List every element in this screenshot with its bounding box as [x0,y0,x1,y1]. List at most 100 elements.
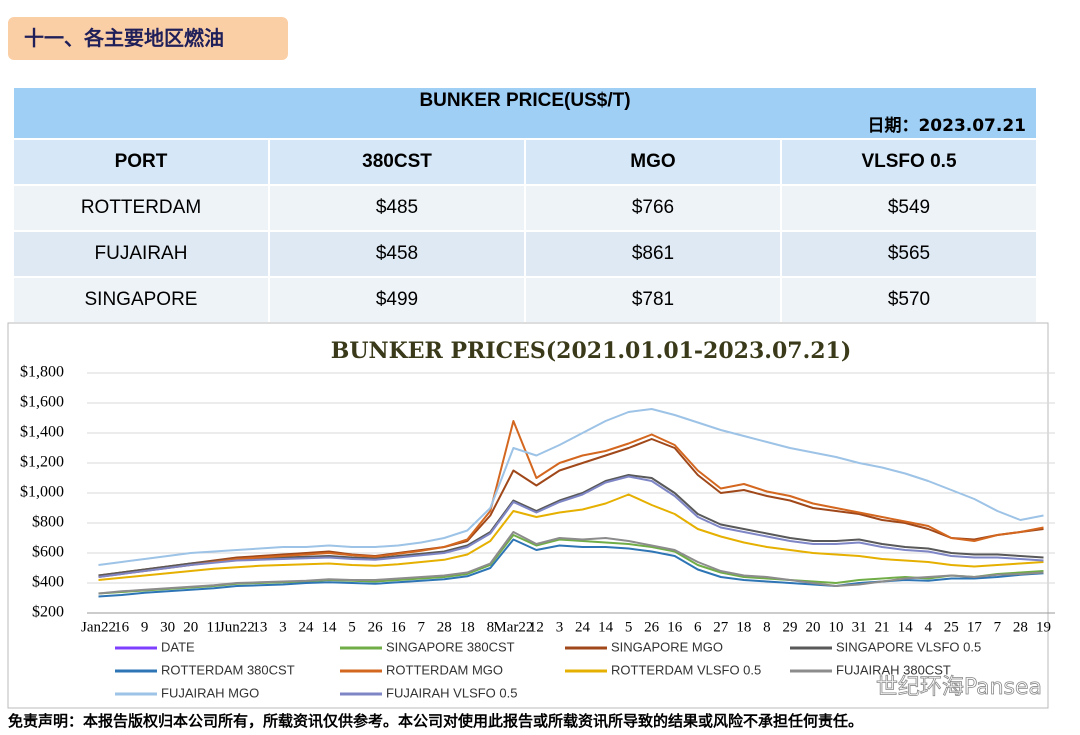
legend-label: FUJAIRAH 380CST [836,662,951,677]
x-tick-label: 26 [368,619,384,635]
x-tick-label: 28 [437,619,452,635]
table-row: ROTTERDAM $485 $766 $549 [12,184,1038,232]
x-tick-label: 4 [924,619,932,635]
series-line [98,534,1044,595]
x-tick-label: 26 [644,619,660,635]
x-tick-label: 7 [417,619,425,635]
x-tick-label: 5 [348,619,356,635]
y-tick-label: $1,600 [20,394,64,411]
x-tick-label: 24 [575,619,591,635]
x-tick-label: 17 [967,619,983,635]
series-line [98,420,1044,578]
chart-title: BUNKER PRICES(2021.01.01-2023.07.21) [331,338,852,364]
legend-label: FUJAIRAH MGO [161,685,259,700]
x-tick-label: 18 [736,619,751,635]
legend-label: ROTTERDAM VLSFO 0.5 [611,662,761,677]
table-cell: $458 [268,230,526,278]
x-tick-label: 19 [1036,619,1051,635]
series-line [98,475,1044,578]
y-tick-label: $1,200 [20,454,64,471]
legend-label: FUJAIRAH VLSFO 0.5 [386,685,517,700]
legend-label: SINGAPORE 380CST [386,639,515,654]
x-tick-label: 8 [487,619,495,635]
section-header: 十一、各主要地区燃油 [8,17,288,60]
x-tick-label: 5 [625,619,633,635]
x-tick-label: 7 [994,619,1002,635]
x-tick-label: 10 [829,619,844,635]
y-tick-label: $400 [32,574,64,591]
price-table: BUNKER PRICE(US$/T) 日期：2023.07.21 PORT 380C… [12,86,1038,324]
table-cell: ROTTERDAM [12,184,270,232]
x-tick-label: 12 [529,619,544,635]
x-tick-label: 20 [183,619,198,635]
x-tick-label: 6 [694,619,702,635]
y-tick-label: $1,400 [20,424,64,441]
table-cell: $549 [780,184,1038,232]
table-title-cell: BUNKER PRICE(US$/T) 日期：2023.07.21 [12,86,1038,140]
series-line [98,474,1044,577]
column-header: MGO [524,138,782,186]
x-tick-label: 24 [298,619,314,635]
x-tick-label: 16 [667,619,683,635]
table-title: BUNKER PRICE(US$/T) [419,90,631,111]
column-header: 380CST [268,138,526,186]
legend-label: SINGAPORE MGO [611,639,723,654]
x-tick-label: 14 [322,619,338,635]
y-tick-label: $1,000 [20,484,64,501]
watermark: 世纪环海Pansea [876,675,1042,700]
series-line [98,531,1044,595]
table-cell: $766 [524,184,782,232]
table-cell: $565 [780,230,1038,278]
table-cell: SINGAPORE [12,276,270,324]
x-tick-label: 18 [460,619,475,635]
chart-frame [7,322,1049,709]
series-line [98,493,1044,581]
y-tick-label: $800 [32,514,64,531]
series-line [98,438,1044,577]
x-tick-label: 8 [763,619,771,635]
series-line [98,408,1044,566]
x-tick-label: 25 [944,619,959,635]
legend-label: ROTTERDAM 380CST [161,662,295,677]
x-tick-label: 9 [141,619,149,635]
column-header: VLSFO 0.5 [780,138,1038,186]
x-tick-label: 27 [713,619,729,635]
legend-label: DATE [161,639,195,654]
column-header: PORT [12,138,270,186]
x-tick-label: 14 [598,619,614,635]
legend-label: ROTTERDAM MGO [386,662,503,677]
x-tick-label: 30 [160,619,175,635]
x-tick-label: 3 [279,619,287,635]
table-row: PORT 380CST MGO VLSFO 0.5 [12,138,1038,186]
table-cell: $861 [524,230,782,278]
legend-label: SINGAPORE VLSFO 0.5 [836,639,981,654]
x-tick-label: 21 [875,619,890,635]
table-cell: $485 [268,184,526,232]
x-tick-label: 28 [1013,619,1028,635]
table-row: FUJAIRAH $458 $861 $565 [12,230,1038,278]
x-tick-label: 11 [207,619,221,635]
x-tick-label: Jan22 [81,619,116,635]
disclaimer: 免责声明：本报告版权归本公司所有，所载资讯仅供参考。本公司对使用此报告或所载资讯… [8,712,864,730]
table-date: 日期：2023.07.21 [867,116,1026,136]
x-tick-label: 13 [252,619,267,635]
x-tick-label: 16 [114,619,130,635]
x-tick-label: 20 [806,619,821,635]
x-tick-label: 14 [898,619,914,635]
x-tick-label: 31 [852,619,867,635]
table-cell: $570 [780,276,1038,324]
table-row: BUNKER PRICE(US$/T) 日期：2023.07.21 [12,86,1038,140]
series-line [98,538,1044,598]
x-tick-label: Jun22 [219,619,255,635]
x-tick-label: 29 [782,619,797,635]
x-tick-label: 16 [391,619,407,635]
y-tick-label: $1,800 [20,364,64,381]
table-row: SINGAPORE $499 $781 $570 [12,276,1038,324]
x-tick-label: Mar22 [493,619,533,635]
table-cell: FUJAIRAH [12,230,270,278]
table-cell: $781 [524,276,782,324]
y-tick-label: $200 [32,604,64,621]
table-cell: $499 [268,276,526,324]
x-tick-label: 3 [556,619,564,635]
